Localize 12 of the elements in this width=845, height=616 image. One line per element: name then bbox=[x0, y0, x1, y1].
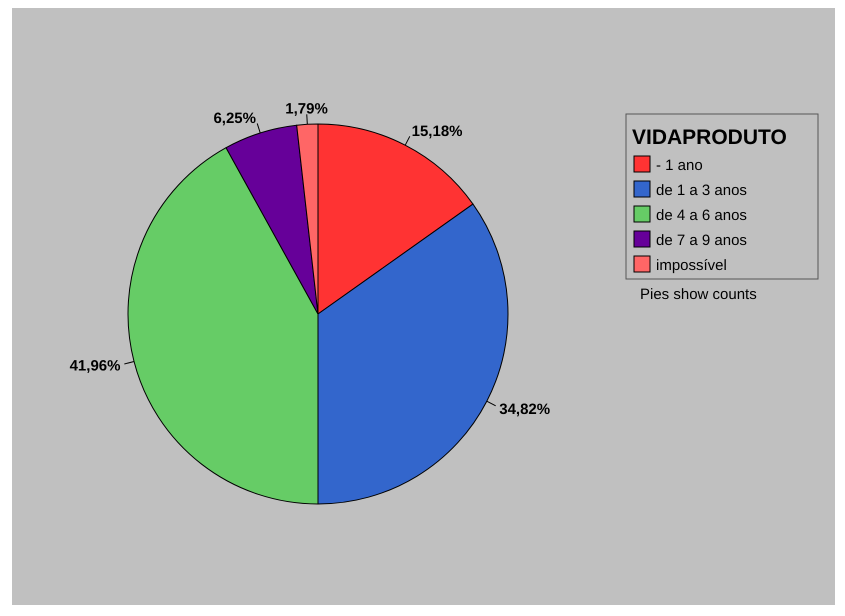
legend-label: de 1 a 3 anos bbox=[656, 182, 747, 199]
text: Pies show counts bbox=[640, 286, 757, 303]
legend-label: de 4 a 6 anos bbox=[656, 207, 747, 224]
data-label: 1,79% bbox=[285, 100, 328, 118]
data-label: 34,82% bbox=[499, 400, 550, 418]
legend-label: impossível bbox=[656, 257, 727, 274]
data-label: 15,18% bbox=[412, 123, 463, 140]
legend-label: de 7 a 9 anos bbox=[656, 232, 747, 249]
data-label: 41,96% bbox=[70, 358, 120, 375]
legend-label: - 1 ano bbox=[656, 157, 703, 174]
legend-title: VIDAPRODUTO bbox=[632, 126, 787, 149]
data-label: 6,25% bbox=[213, 110, 256, 127]
